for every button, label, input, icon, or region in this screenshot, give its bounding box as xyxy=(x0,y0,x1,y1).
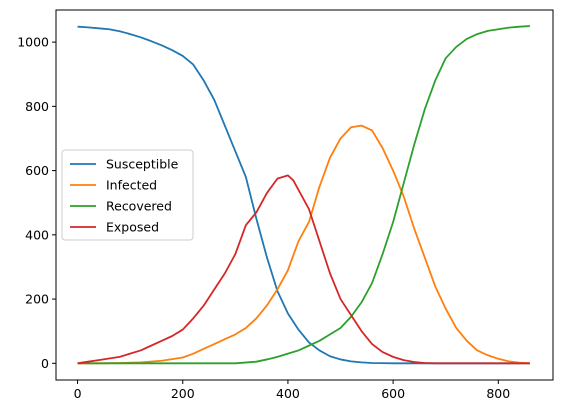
legend: Susceptible Infected Recovered Exposed xyxy=(61,149,194,241)
x-tick-label: 200 xyxy=(171,386,195,401)
x-tick-label: 800 xyxy=(486,386,510,401)
ticks: 0 200 400 600 800 0 200 400 600 800 1000 xyxy=(17,35,510,401)
y-tick-label: 1000 xyxy=(17,35,49,50)
y-tick-label: 200 xyxy=(25,292,49,307)
axes-frame xyxy=(55,9,554,381)
y-tick-label: 400 xyxy=(25,227,49,242)
legend-label-susceptible: Susceptible xyxy=(106,157,179,172)
y-tick-label: 800 xyxy=(25,99,49,114)
y-tick-label: 0 xyxy=(41,356,49,371)
plot-lines xyxy=(77,25,530,365)
axes xyxy=(55,9,554,381)
legend-label-infected: Infected xyxy=(106,178,157,193)
legend-label-recovered: Recovered xyxy=(106,199,172,214)
y-tick-label: 600 xyxy=(25,163,49,178)
x-tick-label: 400 xyxy=(276,386,300,401)
x-tick-label: 0 xyxy=(74,386,82,401)
legend-label-exposed: Exposed xyxy=(106,220,159,235)
series-line-infected xyxy=(77,124,530,365)
legend-box xyxy=(61,149,194,241)
series-line-susceptible xyxy=(77,25,530,365)
series-line-recovered xyxy=(77,25,530,365)
series-line-exposed xyxy=(77,174,530,365)
x-tick-label: 600 xyxy=(381,386,405,401)
